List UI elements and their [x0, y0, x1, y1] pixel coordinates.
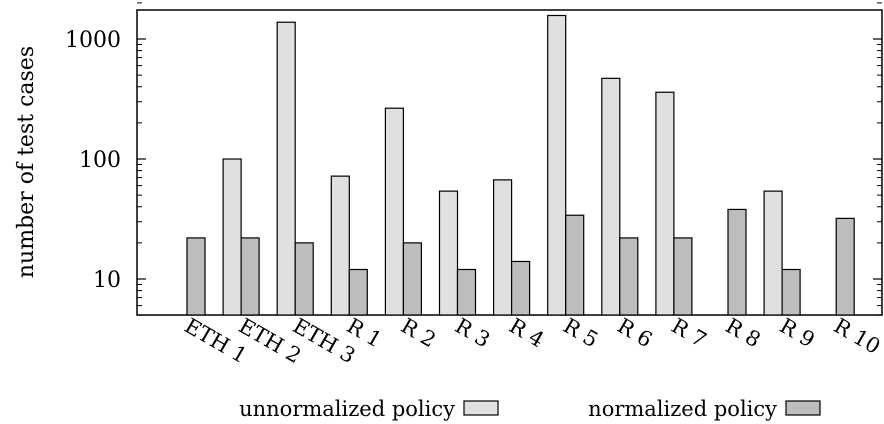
x-tick-label: R 3	[451, 314, 494, 353]
bar-normalized	[402, 242, 422, 316]
legend: unnormalized policy normalized policy	[239, 397, 821, 421]
y-tick-label: 1000	[65, 28, 121, 53]
x-tick-label: R 9	[776, 314, 819, 353]
legend-swatch	[463, 400, 499, 416]
bar-normalized	[511, 260, 531, 316]
y-tick-label: 100	[79, 148, 121, 173]
x-tick-label: R 10	[830, 314, 884, 359]
x-tick-label: R 4	[505, 314, 548, 353]
x-tick-label: R 7	[667, 314, 710, 353]
bars	[186, 14, 855, 316]
bar-normalized	[186, 237, 206, 316]
x-tick-label: ETH 3	[289, 314, 360, 369]
x-tick-label: R 8	[722, 314, 765, 353]
bar-unnormalized	[655, 91, 675, 316]
bar-unnormalized	[763, 190, 783, 316]
bar-normalized	[348, 268, 368, 316]
y-tick-label: 10	[93, 268, 121, 293]
bar-unnormalized	[438, 190, 459, 316]
bar-normalized	[456, 268, 477, 316]
bar-normalized	[727, 208, 747, 316]
bar-unnormalized	[384, 107, 404, 316]
bar-unnormalized	[330, 175, 350, 316]
y-axis-label: number of test cases	[14, 46, 39, 278]
bar-unnormalized	[222, 158, 242, 316]
bar-normalized	[673, 237, 693, 316]
bar-normalized	[835, 217, 855, 316]
x-tick-label: ETH 1	[181, 314, 252, 369]
bar-normalized	[240, 237, 260, 316]
bar-normalized	[294, 242, 314, 316]
bar-unnormalized	[547, 14, 567, 316]
bar-unnormalized	[601, 77, 621, 316]
legend-label: normalized policy	[588, 397, 777, 421]
x-tick-label: R 6	[613, 314, 656, 353]
y-axis-tick-labels: 10 100 1000	[65, 28, 121, 293]
x-tick-label: R 5	[559, 314, 602, 353]
legend-swatch	[785, 400, 821, 416]
y-axis-ticks	[137, 2, 882, 316]
legend-label: unnormalized policy	[239, 397, 455, 421]
bar-unnormalized	[493, 179, 513, 316]
bar-normalized	[619, 237, 639, 316]
bar-normalized	[565, 214, 585, 316]
x-tick-label: R 2	[397, 314, 440, 353]
bar-normalized	[781, 268, 801, 316]
bar-unnormalized	[276, 21, 296, 316]
x-tick-label: ETH 2	[235, 314, 306, 369]
